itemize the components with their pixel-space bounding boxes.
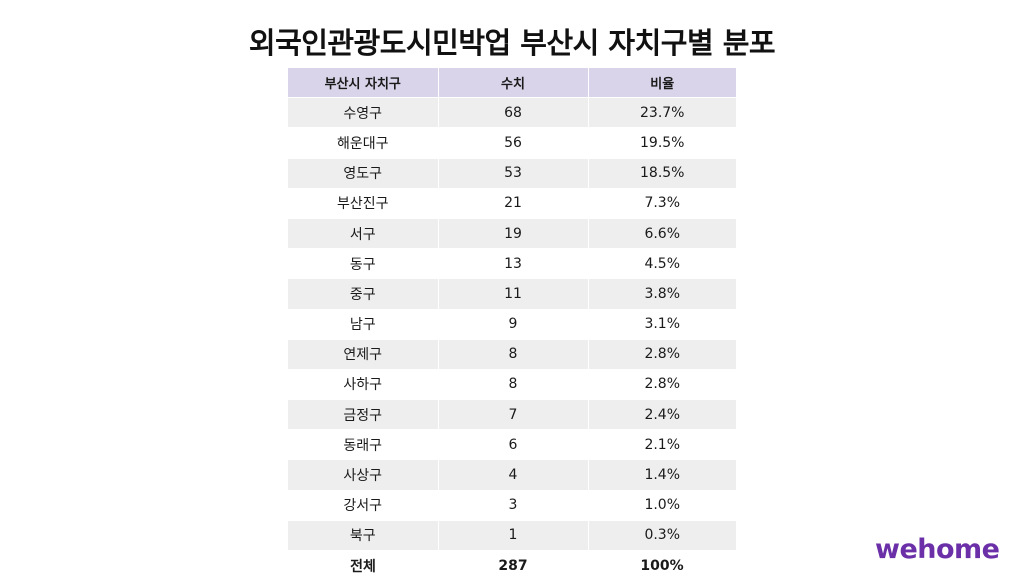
district-distribution-table: 부산시 자치구 수치 비율 수영구 68 23.7% 해운대구 56 19.5% 영도구 53… <box>288 68 736 576</box>
ratio-cell: 1.4% <box>587 459 736 491</box>
table-row: 부산진구 21 7.3% <box>288 187 736 219</box>
count-cell: 68 <box>437 97 588 128</box>
district-cell: 사하구 <box>288 368 438 400</box>
count-cell: 8 <box>437 338 588 370</box>
table-row: 영도구 53 18.5% <box>288 157 736 189</box>
district-cell: 부산진구 <box>288 187 438 219</box>
ratio-cell: 4.5% <box>587 248 736 279</box>
table-row: 서구 19 6.6% <box>288 217 736 249</box>
count-cell: 1 <box>437 519 588 551</box>
table-row: 수영구 68 23.7% <box>288 97 736 128</box>
count-cell: 7 <box>437 399 588 430</box>
district-cell: 동구 <box>288 248 438 279</box>
district-cell: 해운대구 <box>288 127 438 159</box>
district-cell: 북구 <box>288 519 438 551</box>
column-header-district: 부산시 자치구 <box>288 68 438 99</box>
total-label: 전체 <box>288 550 438 576</box>
district-cell: 사상구 <box>288 459 438 491</box>
ratio-cell: 2.8% <box>587 368 736 400</box>
district-cell: 강서구 <box>288 489 438 521</box>
table-row: 북구 1 0.3% <box>288 519 736 551</box>
table-row: 강서구 3 1.0% <box>288 489 736 521</box>
count-cell: 3 <box>437 489 588 521</box>
table-row: 연제구 8 2.8% <box>288 338 736 370</box>
table-row: 남구 9 3.1% <box>288 308 736 340</box>
total-count: 287 <box>438 550 588 576</box>
district-cell: 연제구 <box>288 338 438 370</box>
count-cell: 21 <box>437 187 588 219</box>
district-cell: 남구 <box>288 308 438 340</box>
district-cell: 금정구 <box>288 399 438 430</box>
ratio-cell: 2.8% <box>587 338 736 370</box>
table-row: 금정구 7 2.4% <box>288 399 736 430</box>
ratio-cell: 7.3% <box>587 187 736 219</box>
column-header-ratio: 비율 <box>587 68 736 99</box>
table-row: 해운대구 56 19.5% <box>288 127 736 159</box>
count-cell: 8 <box>437 368 588 400</box>
ratio-cell: 18.5% <box>587 157 736 189</box>
count-cell: 4 <box>437 459 588 491</box>
ratio-cell: 1.0% <box>587 489 736 521</box>
total-ratio: 100% <box>588 550 736 576</box>
ratio-cell: 0.3% <box>587 519 736 551</box>
ratio-cell: 2.1% <box>587 429 736 460</box>
ratio-cell: 19.5% <box>587 127 736 159</box>
ratio-cell: 23.7% <box>587 97 736 128</box>
table-row: 사하구 8 2.8% <box>288 368 736 400</box>
count-cell: 9 <box>437 308 588 340</box>
count-cell: 11 <box>437 278 588 309</box>
table-header-row: 부산시 자치구 수치 비율 <box>288 68 736 99</box>
district-cell: 영도구 <box>288 157 438 189</box>
count-cell: 13 <box>437 248 588 279</box>
district-cell: 동래구 <box>288 429 438 460</box>
table-row: 중구 11 3.8% <box>288 278 736 309</box>
ratio-cell: 3.1% <box>587 308 736 340</box>
count-cell: 56 <box>437 127 588 159</box>
page-title: 외국인관광도시민박업 부산시 자치구별 분포 <box>248 26 776 60</box>
district-cell: 수영구 <box>288 97 438 128</box>
table-row: 사상구 4 1.4% <box>288 459 736 491</box>
column-header-count: 수치 <box>437 68 588 99</box>
table-row: 동래구 6 2.1% <box>288 429 736 460</box>
district-cell: 서구 <box>288 217 438 249</box>
district-cell: 중구 <box>288 278 438 309</box>
ratio-cell: 2.4% <box>587 399 736 430</box>
count-cell: 6 <box>437 429 588 460</box>
ratio-cell: 3.8% <box>587 278 736 309</box>
table-total-row: 전체 287 100% <box>288 550 736 576</box>
count-cell: 19 <box>437 217 588 249</box>
count-cell: 53 <box>437 157 588 189</box>
table-row: 동구 13 4.5% <box>288 248 736 279</box>
table-body: 수영구 68 23.7% 해운대구 56 19.5% 영도구 53 18.5% 부산진구 21 7.3… <box>288 97 736 551</box>
wehome-logo: wehome <box>875 534 1000 565</box>
ratio-cell: 6.6% <box>587 217 736 249</box>
